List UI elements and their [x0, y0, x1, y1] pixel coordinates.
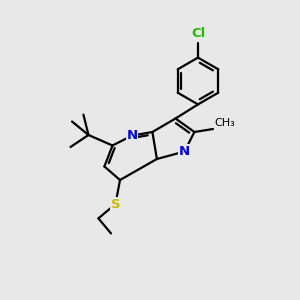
Text: N: N	[126, 129, 138, 142]
Text: S: S	[111, 197, 120, 211]
Text: CH₃: CH₃	[214, 118, 235, 128]
Text: Cl: Cl	[191, 27, 205, 40]
Text: N: N	[179, 145, 190, 158]
